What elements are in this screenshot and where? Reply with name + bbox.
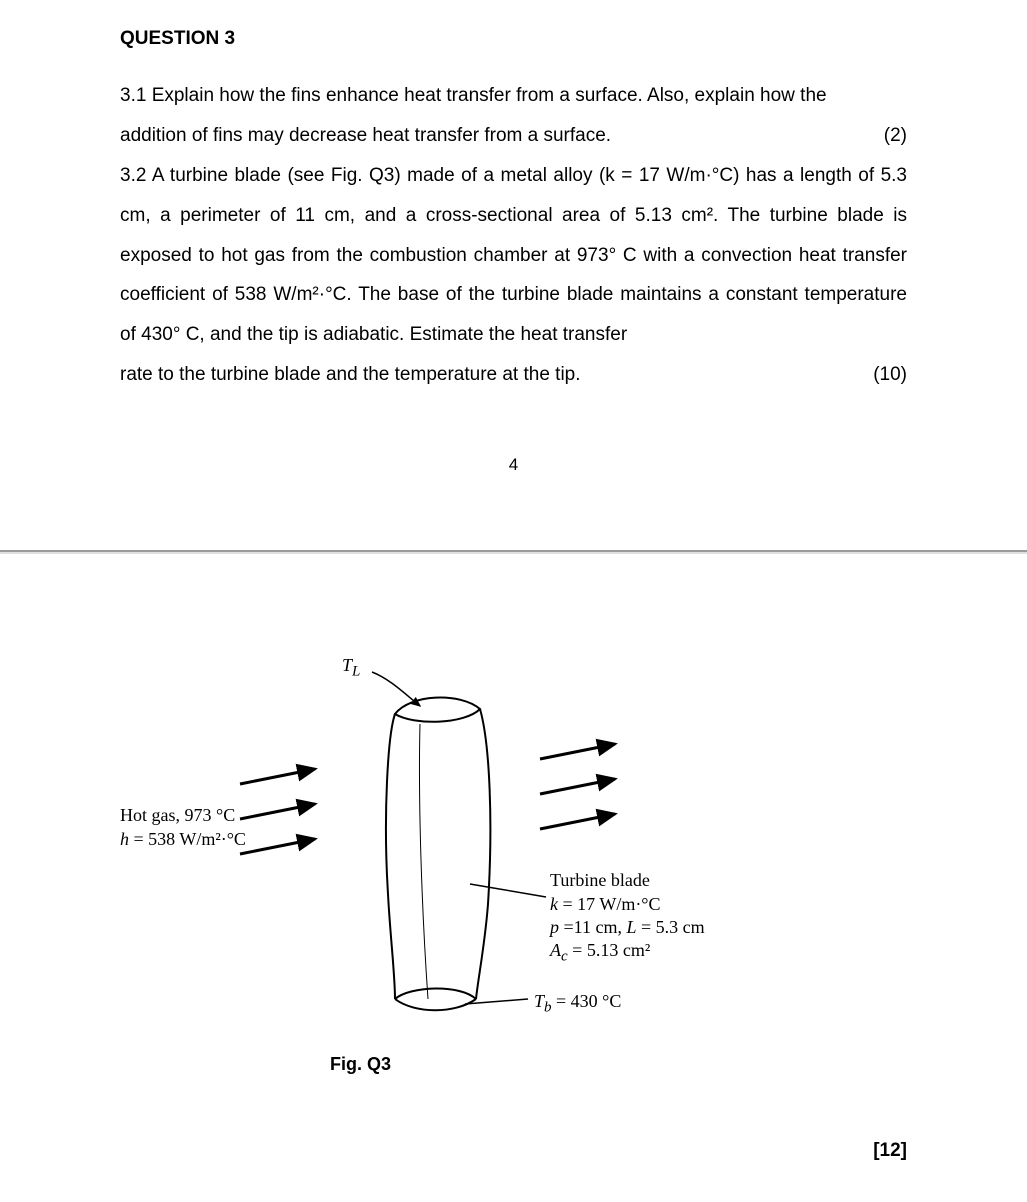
q31-marks: (2): [876, 116, 907, 156]
total-marks: [12]: [0, 1140, 1027, 1162]
figure-svg: [120, 654, 907, 1054]
blade-right-edge: [476, 709, 490, 999]
figure-caption: Fig. Q3: [330, 1054, 391, 1075]
q32-marks: (10): [865, 355, 907, 395]
q32-lastline: rate to the turbine blade and the temper…: [120, 355, 581, 395]
question-3-1: 3.1 Explain how the fins enhance heat tr…: [120, 76, 907, 156]
figure-q3: TL Hot gas, 973 °C h = 538 W/m²·°C Turbi…: [0, 554, 1027, 1134]
flow-arrows-right: [540, 744, 615, 829]
blade-base-ellipse: [395, 989, 476, 1011]
q31-line2: addition of fins may decrease heat trans…: [120, 116, 611, 156]
tip-leader-line: [372, 672, 420, 706]
q31-line1: 3.1 Explain how the fins enhance heat tr…: [120, 76, 907, 116]
question-heading: QUESTION 3: [120, 28, 907, 50]
blade-tip-ellipse: [395, 698, 480, 722]
page-number: 4: [120, 455, 907, 475]
blade-leader-line: [470, 884, 546, 897]
q32-body: 3.2 A turbine blade (see Fig. Q3) made o…: [120, 165, 907, 346]
flow-arrows-left: [240, 769, 315, 854]
question-3-2: 3.2 A turbine blade (see Fig. Q3) made o…: [120, 156, 907, 395]
blade-left-edge: [386, 714, 395, 999]
blade-surface-line: [419, 724, 428, 999]
